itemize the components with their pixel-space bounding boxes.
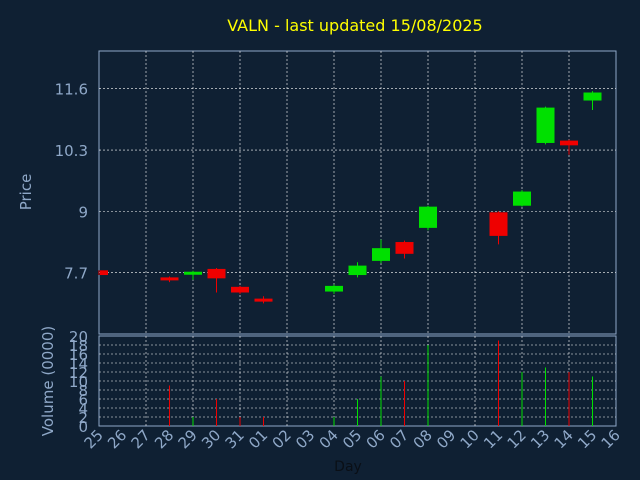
candle-body — [100, 270, 108, 276]
price-grid — [99, 51, 616, 334]
volume-tick-label: 8 — [78, 382, 88, 400]
candle-body — [184, 271, 202, 275]
volume-tick-label: 2 — [78, 409, 88, 427]
volume-tick-label: 18 — [69, 337, 88, 355]
price-axis-label: Price — [17, 174, 35, 211]
candle-body — [160, 277, 179, 281]
price-tick-label: 9 — [78, 203, 88, 221]
candle-body — [583, 92, 602, 101]
x-axis-ticks: 2526272829303101020304050607080910111213… — [81, 426, 624, 452]
x-tick-label: 31 — [222, 426, 248, 452]
x-tick-label: 03 — [292, 426, 318, 452]
x-tick-label: 14 — [551, 426, 577, 452]
volume-tick-label: 0 — [78, 418, 88, 436]
price-axis-ticks: 7.7 9 10.3 11.6 — [55, 81, 88, 283]
x-tick-label: 15 — [574, 426, 600, 452]
x-tick-label: 06 — [363, 426, 389, 452]
x-tick-label: 16 — [598, 426, 624, 452]
x-tick-label: 13 — [527, 426, 553, 452]
x-tick-label: 01 — [245, 426, 271, 452]
price-panel: 7.7 9 10.3 11.6 Price — [17, 50, 617, 335]
volume-tick-label: 14 — [69, 355, 88, 373]
candle-body — [254, 298, 273, 302]
candle-body — [560, 140, 578, 146]
volume-tick-label: 4 — [78, 400, 88, 418]
x-tick-label: 11 — [480, 426, 506, 452]
x-tick-label: 08 — [410, 426, 436, 452]
x-tick-label: 04 — [316, 426, 342, 452]
x-tick-label: 29 — [175, 426, 201, 452]
candle-body — [395, 242, 414, 254]
candle-body — [372, 248, 390, 261]
x-tick-label: 30 — [198, 426, 224, 452]
x-tick-label: 26 — [104, 426, 130, 452]
candle-body — [419, 206, 437, 228]
volume-axis-label: Volume (0000) — [39, 326, 57, 436]
candle-body — [489, 212, 508, 236]
chart-title: VALN - last updated 15/08/2025 — [227, 16, 482, 35]
volume-tick-label: 20 — [69, 328, 88, 346]
candle-body — [513, 191, 531, 206]
x-tick-label: 05 — [339, 426, 365, 452]
candle-body — [231, 286, 249, 293]
volume-bars — [169, 340, 593, 426]
x-axis-label: Day — [334, 459, 362, 475]
x-tick-label: 12 — [504, 426, 530, 452]
x-tick-label: 10 — [457, 426, 483, 452]
price-plot-area — [98, 50, 617, 335]
price-tick-label: 7.7 — [64, 265, 88, 283]
volume-tick-label: 10 — [69, 373, 88, 391]
candle-body — [348, 265, 367, 276]
x-tick-label: 09 — [433, 426, 459, 452]
price-tick-label: 10.3 — [55, 142, 88, 160]
candle-body — [325, 285, 343, 292]
volume-tick-label: 12 — [69, 364, 88, 382]
x-tick-label: 27 — [128, 426, 154, 452]
candle-body — [536, 107, 555, 143]
x-tick-label: 02 — [269, 426, 295, 452]
price-tick-label: 11.6 — [55, 81, 88, 99]
x-tick-label: 07 — [386, 426, 412, 452]
volume-tick-label: 6 — [78, 391, 88, 409]
candles — [98, 91, 602, 304]
x-tick-label: 28 — [151, 426, 177, 452]
candle-body — [207, 268, 226, 279]
volume-tick-label: 16 — [69, 346, 88, 364]
